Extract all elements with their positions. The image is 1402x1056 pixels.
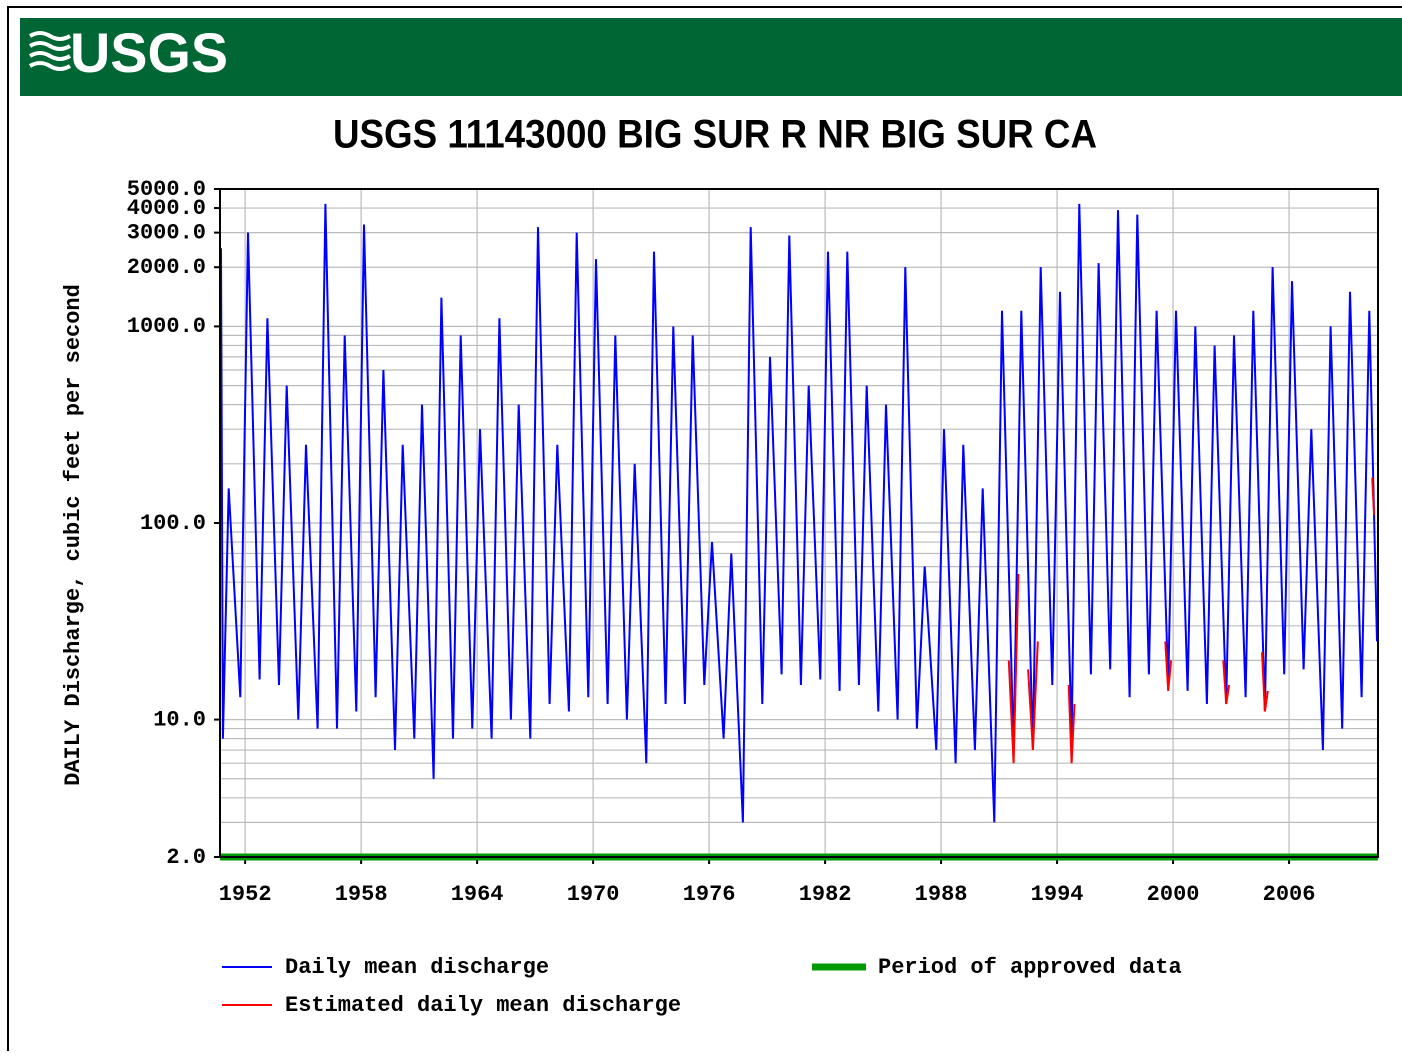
y-axis-label: DAILY Discharge, cubic feet per second xyxy=(61,284,86,786)
logo-text: USGS xyxy=(70,21,228,84)
x-tick-label: 1982 xyxy=(799,882,852,907)
x-tick-label: 2000 xyxy=(1147,882,1200,907)
x-tick-label: 1952 xyxy=(219,882,272,907)
x-tick-label: 1958 xyxy=(335,882,388,907)
y-tick-label: 5000.0 xyxy=(127,177,206,202)
y-tick-label: 2.0 xyxy=(166,845,206,870)
y-tick-label: 100.0 xyxy=(140,511,206,536)
header-band xyxy=(20,18,1402,96)
chart-title: USGS 11143000 BIG SUR R NR BIG SUR CA xyxy=(333,113,1097,157)
x-tick-label: 1970 xyxy=(567,882,620,907)
x-tick-label: 2006 xyxy=(1263,882,1316,907)
legend-label: Estimated daily mean discharge xyxy=(285,993,681,1018)
x-tick-label: 1988 xyxy=(915,882,968,907)
frame xyxy=(7,6,1402,1051)
y-tick-label: 4000.0 xyxy=(127,196,206,221)
x-tick-label: 1976 xyxy=(683,882,736,907)
data-line xyxy=(1007,477,1376,764)
y-tick-label: 1000.0 xyxy=(127,314,206,339)
logo-mark xyxy=(28,31,72,71)
y-tick-label: 10.0 xyxy=(153,707,206,732)
legend-label: Period of approved data xyxy=(878,955,1182,980)
data-line xyxy=(220,203,1378,823)
legend-label: Daily mean discharge xyxy=(285,955,549,980)
x-tick-label: 1964 xyxy=(451,882,504,907)
plot-border xyxy=(219,188,1379,858)
y-tick-label: 2000.0 xyxy=(127,255,206,280)
x-tick-label: 1994 xyxy=(1031,882,1084,907)
y-tick-label: 3000.0 xyxy=(127,220,206,245)
